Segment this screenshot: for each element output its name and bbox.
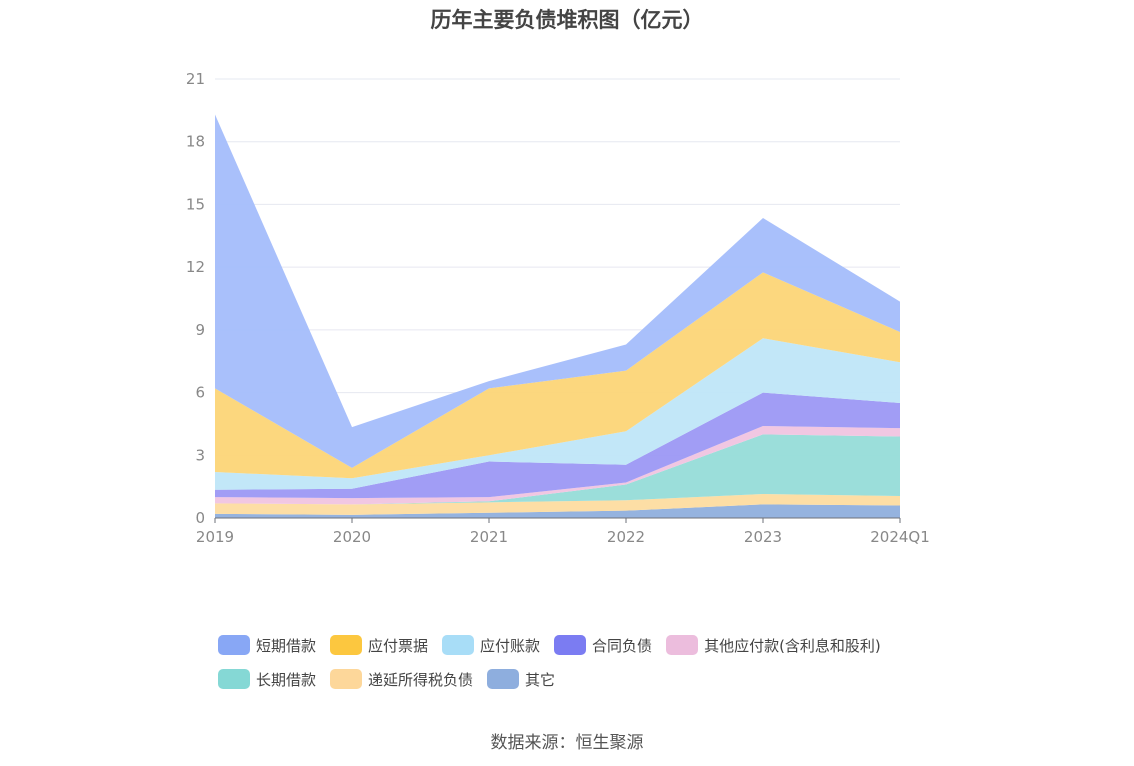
legend-label: 其它 [525,670,556,689]
area-递延所得税负债[interactable] [215,493,900,515]
legend-item[interactable]: 其它 [487,669,555,690]
legend-swatch [218,669,250,689]
x-tick-label: 2020 [333,528,371,546]
y-tick-label: 9 [195,321,205,339]
data-source: 数据来源：恒生聚源 [490,733,644,753]
x-tick-label: 2019 [196,528,234,546]
stacked-area-chart: 0 3 6 9 12 15 18 21 2019 2020 2021 2022 2023 2024Q1 [186,70,930,546]
legend-item[interactable]: 短期借款 [218,635,316,656]
legend-swatch [554,635,587,655]
legend-item[interactable]: 应付票据 [330,635,428,656]
y-tick-label: 12 [186,258,205,276]
legend: 短期借款 应付票据 应付账款 合同负债 其他应付款(含利息和股利) 长期借款 递延所得税负… [218,630,958,698]
legend-label: 应付账款 [480,636,541,655]
legend-item[interactable]: 递延所得税负债 [330,669,473,690]
legend-swatch [330,669,363,689]
legend-label: 其他应付款(含利息和股利) [704,636,881,655]
area-长期借款[interactable] [215,434,900,505]
y-tick-label: 21 [186,70,205,88]
x-tick-label: 2022 [607,528,645,546]
legend-swatch [442,635,475,655]
area-应付账款[interactable] [215,338,900,490]
chart-title: 历年主要负债堆积图（亿元） [430,8,704,32]
legend-label: 短期借款 [256,636,317,655]
y-tick-label: 18 [186,133,205,151]
legend-item[interactable]: 应付账款 [442,635,540,656]
x-tick-label: 2024Q1 [870,528,930,546]
y-tick-label: 6 [195,384,205,402]
area-series [215,114,900,518]
legend-row-2: 长期借款 递延所得税负债 其它 [218,664,958,694]
x-tick-label: 2023 [744,528,782,546]
area-合同负债[interactable] [215,392,900,499]
axes: 0 3 6 9 12 15 18 21 2019 2020 2021 2022 2023 2024Q1 [186,70,930,546]
area-其它[interactable] [215,504,900,518]
y-tick-label: 3 [195,446,205,464]
area-应付票据[interactable] [215,272,900,479]
legend-label: 长期借款 [256,670,317,689]
legend-swatch [666,635,699,655]
legend-swatch [330,635,363,655]
legend-label: 应付票据 [368,636,429,655]
legend-item[interactable]: 其他应付款(含利息和股利) [666,635,881,656]
area-其他应付款(含利息和股利)[interactable] [215,426,900,505]
y-tick-label: 15 [186,195,205,213]
y-tick-label: 0 [195,509,205,527]
legend-swatch [218,635,250,655]
x-tick-label: 2021 [470,528,508,546]
legend-swatch [487,669,520,689]
legend-item[interactable]: 合同负债 [554,635,652,656]
legend-item[interactable]: 长期借款 [218,669,316,690]
legend-label: 递延所得税负债 [368,670,474,689]
legend-label: 合同负债 [592,636,653,655]
legend-row-1: 短期借款 应付票据 应付账款 合同负债 其他应付款(含利息和股利) [218,630,958,660]
